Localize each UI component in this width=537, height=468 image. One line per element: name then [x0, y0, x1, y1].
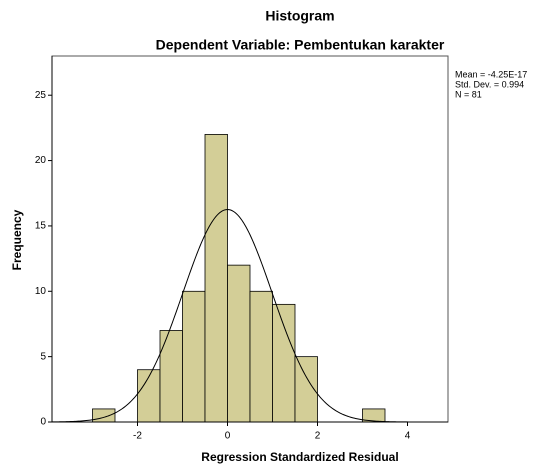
y-tick-label: 10 — [35, 286, 47, 297]
y-tick-label: 0 — [40, 417, 46, 428]
bar — [204, 134, 228, 423]
x-axis-label: Regression Standardized Residual — [201, 450, 398, 464]
y-tick-label: 15 — [35, 221, 47, 232]
x-tick-label: 4 — [405, 431, 411, 442]
x-tick-label: 0 — [225, 431, 231, 442]
x-tick-label: -2 — [133, 431, 142, 442]
y-axis-label: Frequency — [10, 209, 24, 270]
x-tick-label: 2 — [315, 431, 321, 442]
chart-subtitle: Dependent Variable: Pembentukan karakter — [156, 37, 445, 53]
y-tick-label: 25 — [35, 90, 47, 101]
normal-curve — [51, 209, 448, 423]
bar — [92, 408, 116, 423]
stat-sd: Std. Dev. = 0.994 — [455, 79, 524, 89]
bar — [159, 330, 183, 423]
bar — [182, 290, 206, 423]
bar — [249, 290, 273, 423]
stat-n: N = 81 — [455, 89, 482, 99]
y-tick-label: 20 — [35, 155, 47, 166]
bar — [227, 264, 251, 423]
y-tick-label: 5 — [40, 351, 46, 362]
bar — [272, 303, 296, 423]
stat-mean: Mean = -4.25E-17 — [455, 69, 527, 79]
chart-title: Histogram — [265, 8, 334, 24]
